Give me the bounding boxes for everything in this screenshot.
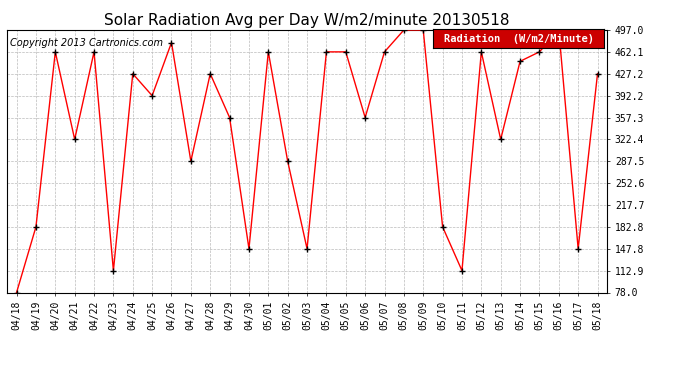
- Title: Solar Radiation Avg per Day W/m2/minute 20130518: Solar Radiation Avg per Day W/m2/minute …: [104, 12, 510, 27]
- Text: Copyright 2013 Cartronics.com: Copyright 2013 Cartronics.com: [10, 38, 163, 48]
